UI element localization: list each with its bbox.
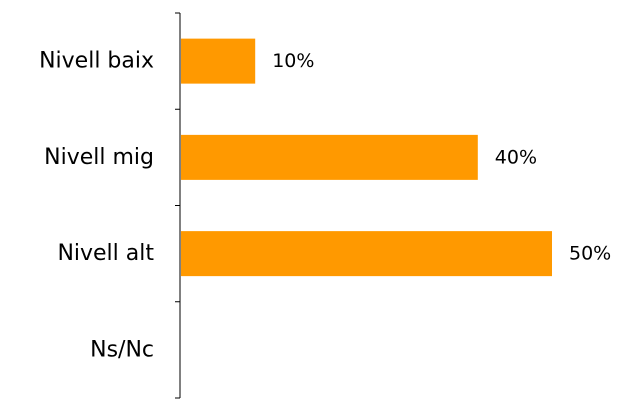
data-label: 50% xyxy=(569,243,611,265)
category-label: Nivell alt xyxy=(57,241,154,266)
data-label: 10% xyxy=(272,50,314,72)
bar xyxy=(181,135,478,180)
bar xyxy=(181,39,255,84)
category-label: Nivell baix xyxy=(39,49,154,74)
category-label: Nivell mig xyxy=(44,145,154,170)
bar xyxy=(181,231,552,276)
category-labels: Nivell baix Nivell mig Nivell alt Ns/Nc xyxy=(39,49,154,363)
y-axis-ticks xyxy=(175,13,180,398)
data-label: 40% xyxy=(495,146,537,168)
category-label: Ns/Nc xyxy=(90,337,154,362)
